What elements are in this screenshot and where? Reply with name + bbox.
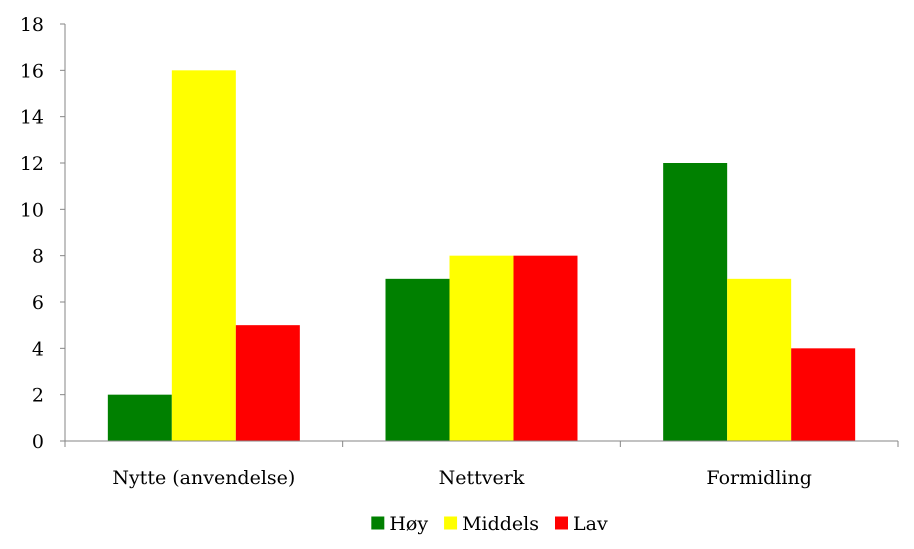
y-tick-label: 16	[20, 60, 44, 82]
y-tick-label: 10	[20, 199, 44, 221]
legend-swatch-lav	[555, 516, 568, 530]
y-tick-label: 12	[20, 153, 44, 175]
legend-label-middels: Middels	[462, 513, 539, 535]
x-category-label: Formidling	[706, 467, 811, 489]
legend-label-lav: Lav	[573, 513, 608, 535]
bar-høy-2	[663, 163, 728, 441]
y-tick-label: 0	[32, 431, 44, 453]
y-tick-label: 14	[20, 107, 44, 129]
y-tick-label: 4	[32, 338, 44, 360]
legend: Høy Middels Lav	[371, 513, 608, 535]
legend-label-høy: Høy	[389, 513, 428, 535]
bar-lav-2	[791, 348, 856, 441]
legend-swatch-middels	[444, 516, 458, 530]
x-category-label: Nettverk	[439, 467, 525, 489]
bar-middels-0	[171, 70, 236, 441]
bar-høy-0	[107, 394, 172, 441]
bar-lav-0	[235, 325, 300, 441]
y-tick-label: 2	[32, 385, 44, 407]
y-tick-label: 8	[32, 246, 44, 268]
bar-middels-2	[727, 278, 792, 441]
y-tick-label: 18	[20, 14, 44, 36]
y-axis: 0 2 4 6 8 10 12 14 16 18	[20, 14, 65, 453]
legend-swatch-høy	[371, 516, 385, 530]
x-axis: Nytte (anvendelse) Nettverk Formidling	[64, 441, 899, 489]
bars-layer	[107, 70, 856, 441]
y-tick-label: 6	[32, 292, 44, 314]
bar-lav-1	[513, 255, 578, 441]
x-category-label: Nytte (anvendelse)	[112, 467, 295, 489]
bar-middels-1	[449, 255, 514, 441]
bar-høy-1	[385, 278, 450, 441]
